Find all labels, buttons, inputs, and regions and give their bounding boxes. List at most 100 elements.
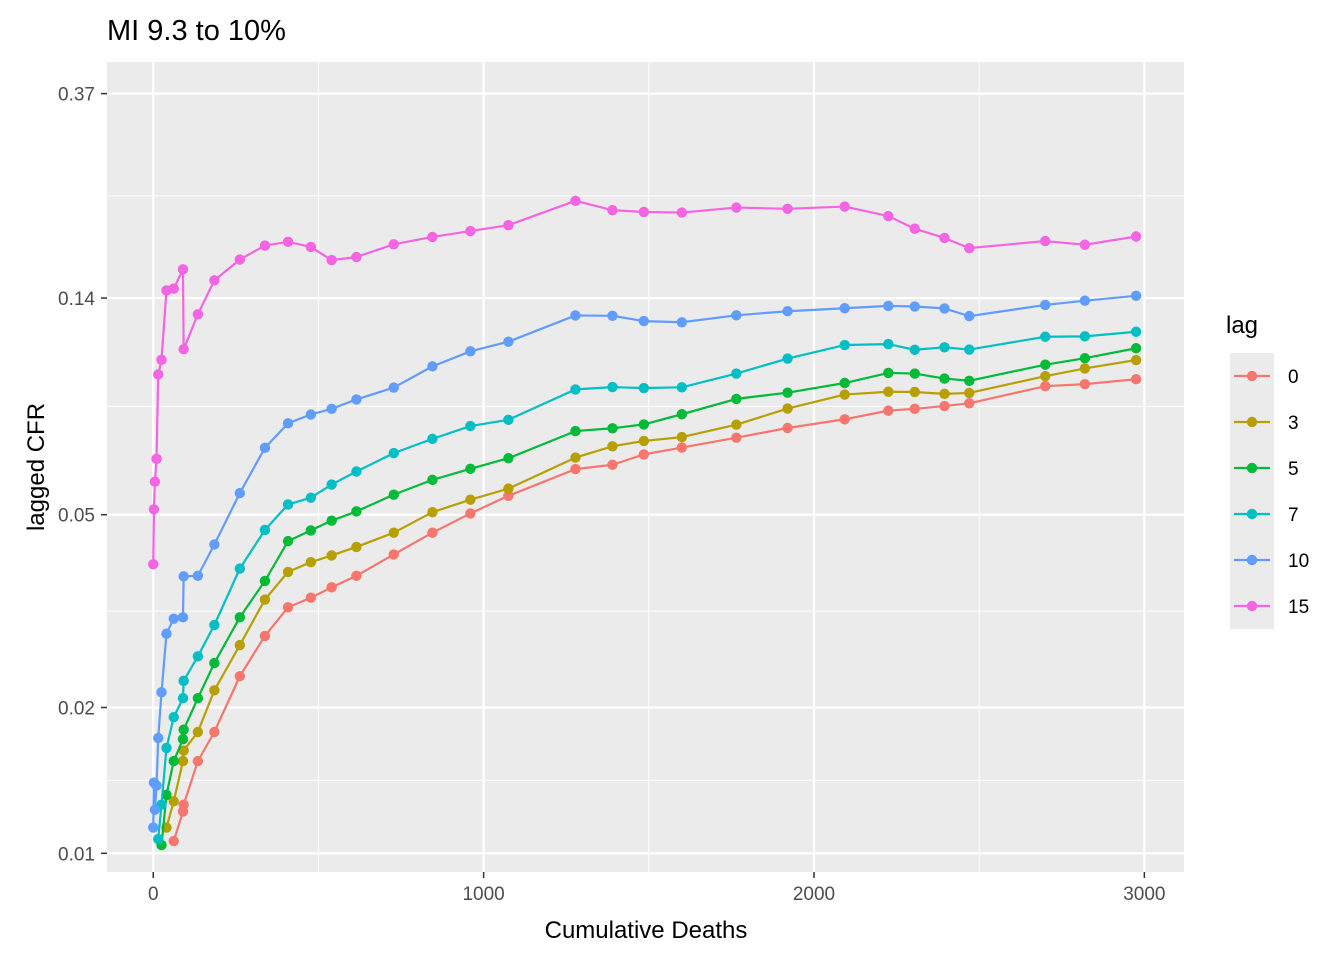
- data-point: [782, 306, 793, 317]
- legend-label: 15: [1288, 597, 1309, 618]
- data-point: [192, 755, 204, 767]
- data-point: [465, 420, 476, 432]
- data-point: [883, 367, 894, 379]
- data-point: [153, 833, 164, 845]
- data-point: [909, 403, 920, 415]
- data-point: [192, 693, 204, 704]
- data-point: [964, 242, 975, 254]
- data-point: [305, 241, 317, 253]
- data-point: [427, 361, 438, 372]
- data-point: [839, 414, 850, 425]
- legend-key-point: [1246, 554, 1258, 566]
- data-point: [148, 504, 160, 515]
- data-point: [259, 442, 271, 454]
- data-point: [178, 344, 189, 355]
- data-point: [607, 204, 618, 216]
- series-lag-7: [153, 326, 1142, 845]
- data-point: [388, 549, 399, 560]
- data-point: [388, 447, 399, 459]
- data-point: [209, 685, 220, 696]
- data-point: [782, 403, 793, 414]
- data-point: [234, 671, 246, 682]
- data-point: [1130, 290, 1142, 302]
- data-point: [209, 726, 220, 738]
- data-point: [465, 346, 476, 357]
- data-point: [427, 527, 438, 538]
- data-point: [883, 405, 894, 416]
- data-point: [178, 571, 189, 582]
- data-point: [351, 541, 362, 553]
- data-point: [351, 570, 362, 581]
- data-point: [676, 207, 688, 218]
- legend-label: 3: [1288, 413, 1299, 434]
- data-point: [939, 232, 950, 244]
- data-point: [177, 755, 189, 767]
- data-point: [326, 403, 337, 415]
- x-tick-label: 1000: [462, 884, 504, 905]
- data-point: [1079, 363, 1091, 374]
- data-point: [964, 310, 975, 322]
- data-point: [168, 755, 179, 767]
- data-point: [305, 525, 317, 536]
- data-point: [782, 353, 793, 364]
- data-point: [259, 630, 271, 642]
- data-point: [570, 463, 581, 475]
- data-point: [1079, 378, 1091, 390]
- data-point: [676, 431, 688, 443]
- data-point: [503, 453, 514, 464]
- series-lag-5: [156, 343, 1142, 851]
- data-point: [161, 789, 172, 801]
- legend-label: 5: [1288, 459, 1299, 480]
- data-point: [351, 466, 362, 477]
- data-point: [177, 734, 189, 745]
- data-point: [570, 310, 581, 321]
- y-tick-label: 0.05: [58, 506, 95, 527]
- data-point: [427, 231, 438, 243]
- data-point: [503, 414, 514, 425]
- data-point: [1079, 353, 1091, 364]
- data-point: [156, 687, 167, 698]
- data-point: [638, 206, 650, 218]
- data-point: [148, 822, 159, 833]
- data-point: [465, 494, 476, 505]
- data-point: [168, 835, 179, 847]
- plot-panel: [107, 62, 1184, 872]
- data-point: [209, 619, 220, 631]
- series-lag-3: [161, 354, 1142, 833]
- legend-key-point: [1246, 416, 1258, 428]
- x-tick-label: 0: [148, 884, 159, 905]
- data-point: [259, 594, 271, 605]
- data-point: [149, 476, 161, 487]
- legend-label: 7: [1288, 505, 1299, 526]
- series-layer: [148, 195, 1142, 851]
- data-point: [148, 559, 159, 570]
- y-tick-label: 0.02: [58, 698, 95, 719]
- data-point: [177, 693, 189, 704]
- data-point: [282, 602, 294, 613]
- legend-key-point: [1246, 370, 1258, 382]
- data-point: [1079, 331, 1091, 342]
- legend-label: 0: [1288, 367, 1299, 388]
- data-point: [1130, 326, 1142, 337]
- data-point: [168, 711, 179, 723]
- data-point: [259, 575, 271, 587]
- data-point: [964, 375, 975, 386]
- legend-title: lag: [1226, 312, 1258, 339]
- data-point: [1040, 331, 1051, 342]
- data-point: [161, 628, 172, 639]
- data-point: [427, 433, 438, 445]
- data-point: [607, 423, 618, 434]
- data-point: [161, 742, 172, 754]
- data-point: [305, 556, 317, 568]
- data-point: [1079, 295, 1091, 306]
- series-lag-15: [148, 195, 1142, 570]
- data-point: [149, 804, 161, 815]
- data-point: [939, 388, 950, 400]
- data-point: [1079, 239, 1091, 250]
- data-point: [570, 425, 581, 437]
- y-tick-label: 0.14: [58, 289, 95, 310]
- data-point: [939, 303, 950, 314]
- data-point: [638, 419, 650, 430]
- data-point: [839, 201, 850, 212]
